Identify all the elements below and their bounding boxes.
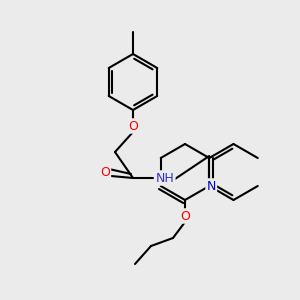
- Text: O: O: [100, 167, 110, 179]
- Text: O: O: [128, 119, 138, 133]
- Text: O: O: [180, 209, 190, 223]
- Text: NH: NH: [156, 172, 174, 184]
- Text: N: N: [207, 179, 216, 193]
